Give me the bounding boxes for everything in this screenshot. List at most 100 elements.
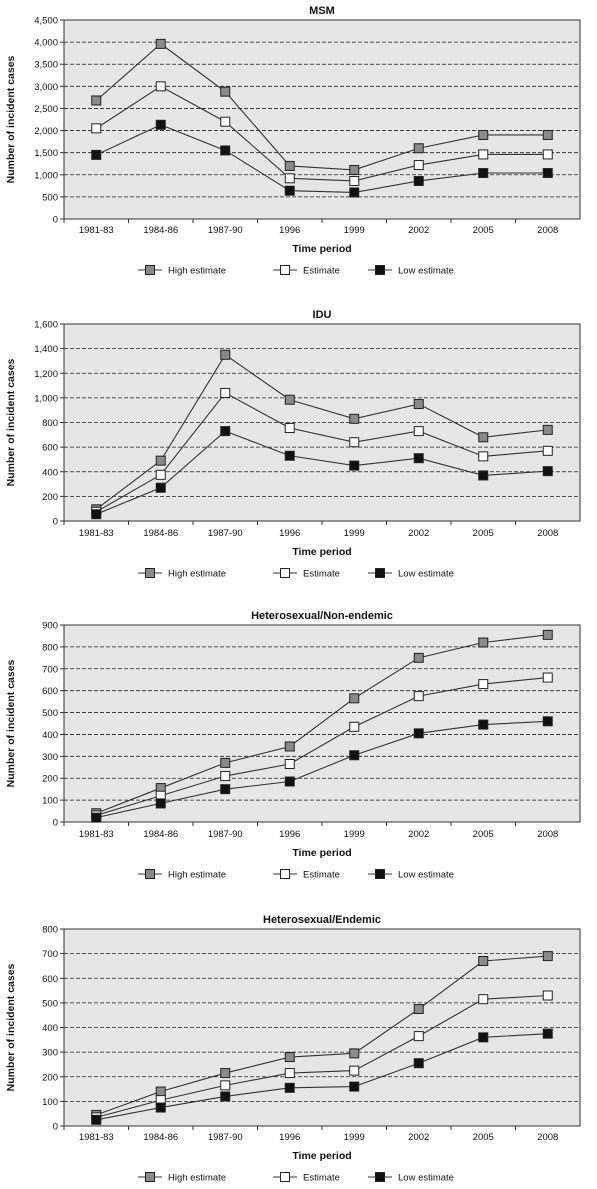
y-tick-label: 600 xyxy=(42,686,58,697)
data-point-low-estimate xyxy=(155,119,166,130)
x-tick-label: 1987-90 xyxy=(208,829,243,840)
data-point-estimate xyxy=(478,994,489,1005)
series-line-high-estimate xyxy=(95,43,548,171)
data-point-low-estimate xyxy=(284,776,295,787)
x-tick-label: 1981-83 xyxy=(79,1132,114,1143)
data-point-low-estimate xyxy=(91,149,102,160)
x-tick-label: 1987-90 xyxy=(208,225,243,236)
chart-panel-idu: IDU 0 200 400 600 800 1,000 1,200 1,400 1,600 1981… xyxy=(0,300,597,600)
legend-swatch-high-estimate xyxy=(145,1172,155,1182)
x-tick-label: 2005 xyxy=(473,1132,494,1143)
data-point-low-estimate xyxy=(413,175,424,186)
x-tick-label: 1999 xyxy=(344,528,365,539)
y-tick-label: 400 xyxy=(42,1023,58,1034)
y-tick-label: 2,500 xyxy=(34,104,58,115)
legend-swatch-high-estimate xyxy=(145,869,155,879)
data-point-estimate xyxy=(478,679,489,690)
data-point-estimate xyxy=(155,469,166,480)
data-point-high-estimate xyxy=(413,652,424,663)
data-point-high-estimate xyxy=(220,1068,231,1079)
series-line-low-estimate xyxy=(96,1033,548,1121)
x-tick-label: 2008 xyxy=(537,225,558,236)
x-tick-label: 1981-83 xyxy=(79,528,114,539)
legend-label-low-estimate: Low estimate xyxy=(398,266,454,277)
chart-heterosexual-non-endemic: Heterosexual/Non-endemic 0 100 200 300 400 500… xyxy=(5,610,581,881)
y-tick-label: 600 xyxy=(42,974,58,985)
data-point-high-estimate xyxy=(542,129,553,140)
series-line-high-estimate xyxy=(96,955,548,1116)
data-point-high-estimate xyxy=(349,413,360,424)
data-point-low-estimate xyxy=(542,168,553,179)
data-point-estimate xyxy=(413,160,424,171)
x-tick-label: 1981-83 xyxy=(79,225,114,236)
data-point-estimate xyxy=(284,423,295,434)
data-point-estimate xyxy=(349,437,360,448)
chart-panel-heterosexual-endemic: Heterosexual/Endemic 0 100 200 300 400 500 600 7… xyxy=(0,900,597,1189)
data-point-high-estimate xyxy=(155,1086,166,1097)
x-tick-label: 1996 xyxy=(279,528,300,539)
data-point-estimate xyxy=(542,990,553,1001)
series-line-high-estimate xyxy=(96,634,548,814)
data-point-estimate xyxy=(284,758,295,769)
x-tick-label: 1999 xyxy=(344,829,365,840)
y-tick-label: 500 xyxy=(42,708,58,719)
data-point-low-estimate xyxy=(284,1082,295,1093)
data-point-estimate xyxy=(220,116,231,127)
series-line-low-estimate xyxy=(96,430,548,515)
data-point-estimate xyxy=(220,1080,231,1091)
chart-title: Heterosexual/Non-endemic xyxy=(251,610,393,622)
y-tick-label: 0 xyxy=(53,517,58,528)
data-point-estimate xyxy=(349,1065,360,1076)
legend-label-estimate: Estimate xyxy=(303,266,340,277)
x-tick-label: 1984-86 xyxy=(143,829,178,840)
x-tick-label: 1984-86 xyxy=(143,225,178,236)
data-point-low-estimate xyxy=(349,187,360,198)
x-tick-label: 1996 xyxy=(279,225,300,236)
y-tick-label: 700 xyxy=(42,949,58,960)
y-tick-label: 100 xyxy=(42,1097,58,1108)
data-point-high-estimate xyxy=(220,349,231,360)
data-point-high-estimate xyxy=(413,399,424,410)
y-tick-label: 800 xyxy=(42,925,58,936)
series-line-estimate xyxy=(96,676,548,816)
x-tick-label: 1996 xyxy=(279,829,300,840)
x-axis-label: Time period xyxy=(292,243,351,255)
data-point-high-estimate xyxy=(155,38,166,49)
data-point-high-estimate xyxy=(542,424,553,435)
data-point-low-estimate xyxy=(349,460,360,471)
y-tick-label: 0 xyxy=(53,1122,58,1133)
y-tick-label: 200 xyxy=(42,492,58,503)
series-line-low-estimate xyxy=(96,124,548,194)
x-tick-label: 1987-90 xyxy=(208,528,243,539)
legend-swatch-low-estimate xyxy=(375,265,385,275)
data-point-high-estimate xyxy=(220,757,231,768)
data-point-low-estimate xyxy=(155,482,166,493)
data-point-low-estimate xyxy=(155,798,166,809)
legend-swatch-high-estimate xyxy=(145,568,155,578)
data-point-low-estimate xyxy=(413,453,424,464)
y-tick-label: 500 xyxy=(42,192,58,203)
y-tick-label: 3,000 xyxy=(34,82,58,93)
y-axis-label: Number of incident cases xyxy=(5,358,17,486)
data-point-high-estimate xyxy=(284,741,295,752)
data-point-estimate xyxy=(220,387,231,398)
data-point-low-estimate xyxy=(91,509,102,520)
data-point-low-estimate xyxy=(220,784,231,795)
data-point-high-estimate xyxy=(284,1052,295,1063)
x-tick-label: 1981-83 xyxy=(79,829,114,840)
data-point-estimate xyxy=(413,691,424,702)
x-axis-label: Time period xyxy=(292,847,351,859)
data-point-high-estimate xyxy=(349,1048,360,1059)
data-point-low-estimate xyxy=(91,812,102,823)
legend-label-estimate: Estimate xyxy=(303,1173,340,1184)
y-tick-label: 400 xyxy=(42,730,58,741)
x-tick-label: 1999 xyxy=(344,225,365,236)
y-tick-label: 0 xyxy=(53,818,58,829)
data-point-low-estimate xyxy=(220,145,231,156)
y-tick-label: 200 xyxy=(42,774,58,785)
data-point-estimate xyxy=(220,771,231,782)
data-point-low-estimate xyxy=(478,168,489,179)
y-tick-label: 1,400 xyxy=(34,344,58,355)
x-tick-label: 2008 xyxy=(537,1132,558,1143)
